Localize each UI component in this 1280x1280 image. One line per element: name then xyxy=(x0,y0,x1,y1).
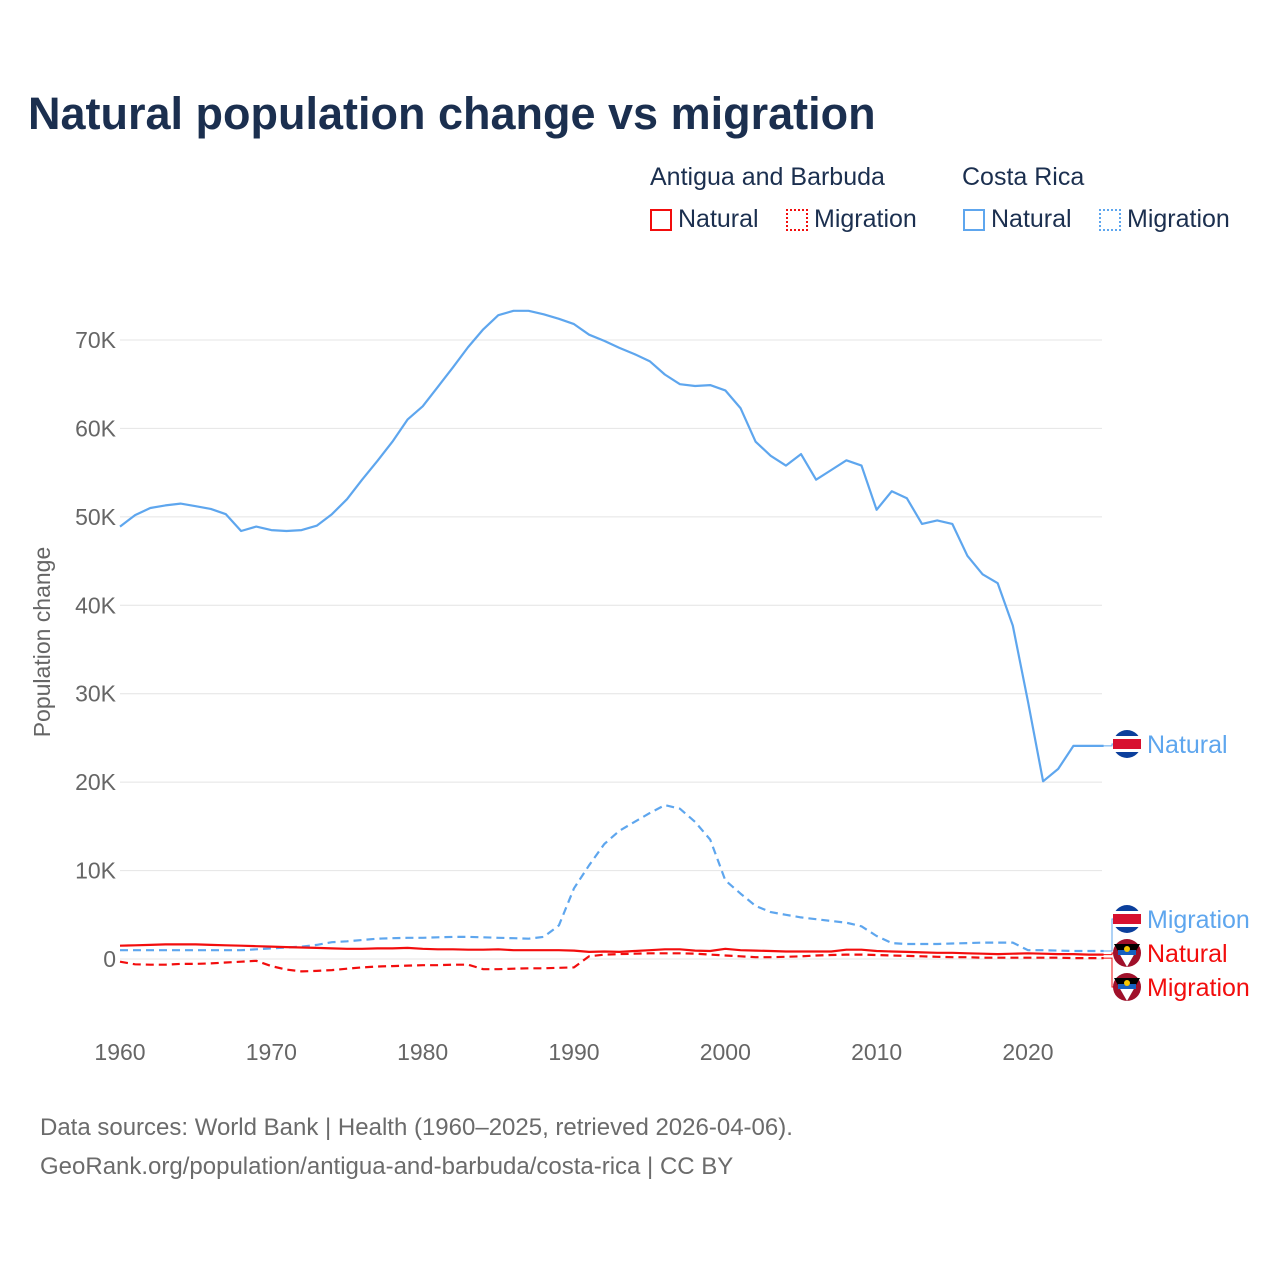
x-tick-label: 1980 xyxy=(397,1039,448,1065)
series-line-antigua-and-barbuda-natural xyxy=(119,943,1104,956)
source-url: GeoRank.org/population/antigua-and-barbu… xyxy=(40,1153,734,1180)
flag-part xyxy=(1118,984,1136,989)
y-tick-label: 60K xyxy=(75,415,117,441)
legend-item-costa-rica-migration[interactable]: Migration xyxy=(1099,205,1230,234)
series-line-antigua-and-barbuda-migration xyxy=(119,952,1104,973)
series-line-costa-rica-natural xyxy=(119,309,1104,783)
footer: Data sources: World Bank | Health (1960–… xyxy=(40,1108,793,1186)
legend-swatch-dotted xyxy=(786,208,808,231)
end-label-natural: Natural xyxy=(1147,940,1228,968)
antigua-flag-icon xyxy=(1113,973,1141,1001)
legend-label: Natural xyxy=(991,205,1072,233)
legend-label: Migration xyxy=(1127,205,1230,233)
y-tick-label: 30K xyxy=(75,681,117,707)
end-label-natural: Natural xyxy=(1147,731,1228,759)
end-label-migration: Migration xyxy=(1147,906,1250,934)
y-tick-label: 70K xyxy=(75,327,117,353)
y-tick-label: 40K xyxy=(75,592,117,618)
antigua-flag-icon xyxy=(1113,939,1141,967)
flag-part xyxy=(1119,987,1135,1001)
costa-rica-flag-icon xyxy=(1113,905,1141,933)
legend-label: Migration xyxy=(814,205,917,233)
legend-group-costa-rica: Costa Rica xyxy=(962,163,1085,191)
flag-part xyxy=(1118,950,1136,955)
x-tick-label: 2000 xyxy=(700,1039,751,1065)
x-tick-label: 1960 xyxy=(94,1039,145,1065)
legend-label: Natural xyxy=(678,205,759,233)
legend-swatch-dotted xyxy=(1099,208,1121,231)
legend-item-costa-rica-natural[interactable]: Natural xyxy=(963,205,1072,234)
costa-rica-flag-icon xyxy=(1113,730,1141,758)
flag-part xyxy=(1124,946,1130,952)
legend-group-antigua: Antigua and Barbuda xyxy=(650,163,885,191)
y-tick-label: 20K xyxy=(75,769,117,795)
legend-swatch-solid xyxy=(963,208,985,231)
legend-item-antigua-migration[interactable]: Migration xyxy=(786,205,917,234)
x-tick-label: 2020 xyxy=(1002,1039,1053,1065)
y-tick-label: 10K xyxy=(75,858,117,884)
end-label-migration: Migration xyxy=(1147,974,1250,1002)
flag-part xyxy=(1119,953,1135,967)
y-tick-label: 50K xyxy=(75,504,117,530)
flag-part xyxy=(1124,980,1130,986)
flag-part xyxy=(1113,914,1141,924)
x-tick-label: 1970 xyxy=(246,1039,297,1065)
legend-item-antigua-natural[interactable]: Natural xyxy=(650,205,759,234)
legend-swatch-solid xyxy=(650,208,672,231)
flag-part xyxy=(1113,739,1141,749)
x-tick-label: 1990 xyxy=(548,1039,599,1065)
y-tick-label: 0 xyxy=(103,946,116,972)
source-note: Data sources: World Bank | Health (1960–… xyxy=(40,1114,793,1141)
x-tick-label: 2010 xyxy=(851,1039,902,1065)
chart-title: Natural population change vs migration xyxy=(28,88,876,139)
y-axis-label: Population change xyxy=(29,547,55,738)
series-line-costa-rica-migration xyxy=(120,804,1104,953)
